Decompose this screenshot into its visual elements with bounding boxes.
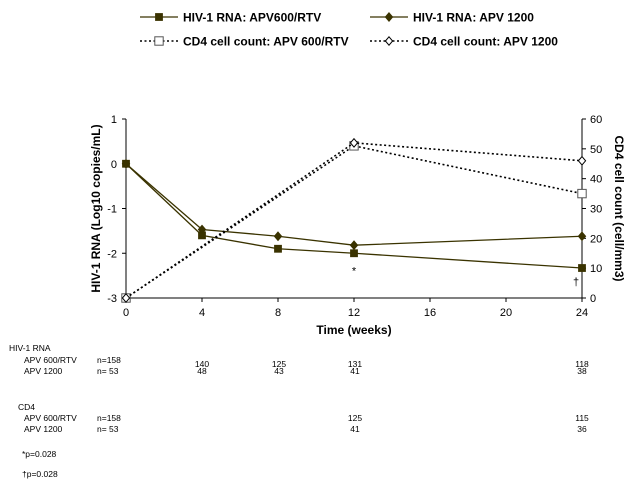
- y-right-tick-label: 30: [590, 204, 602, 216]
- series-line: [125, 163, 583, 246]
- y-left-axis-title: HIV-1 RNA (Log10 copies/mL): [89, 124, 103, 292]
- table-cell: 41: [350, 366, 360, 376]
- series-3: [121, 141, 587, 303]
- footnote: †p=0.028: [22, 469, 58, 479]
- legend-label: HIV-1 RNA: APV 1200: [413, 11, 534, 25]
- table-cell: 131: [348, 359, 362, 369]
- x-tick-label: 4: [199, 307, 205, 319]
- legend-label: CD4 cell count: APV 600/RTV: [183, 35, 349, 49]
- series-layer: *†: [121, 137, 587, 303]
- annotation-marker: †: [573, 276, 579, 288]
- x-tick-label: 0: [123, 307, 129, 319]
- row-n: n=158: [97, 355, 121, 365]
- legend-marker: [155, 13, 163, 21]
- table-header-rna: HIV-1 RNA: [9, 343, 51, 353]
- data-point: [577, 155, 587, 166]
- y-left-tick-label: -2: [107, 248, 117, 260]
- legend-label: HIV-1 RNA: APV600/RTV: [183, 11, 321, 25]
- row-label: APV 1200: [24, 424, 63, 434]
- table-cell: 38: [577, 366, 587, 376]
- y-right-axis-title: CD4 cell count (cell/mm3): [612, 135, 626, 281]
- legend-marker: [154, 36, 164, 46]
- table-cell: 125: [272, 359, 286, 369]
- table-cell: 43: [274, 366, 284, 376]
- data-point: [349, 137, 359, 148]
- annotation-marker: *: [352, 265, 357, 277]
- data-point: [273, 231, 283, 242]
- table-header-cd4: CD4: [18, 402, 35, 412]
- y-right-tick-label: 20: [590, 233, 602, 245]
- data-point: [197, 224, 207, 235]
- x-tick-label: 16: [424, 307, 436, 319]
- legend: HIV-1 RNA: APV600/RTV HIV-1 RNA: APV 1200…: [140, 11, 558, 49]
- y-right-tick-label: 10: [590, 263, 602, 275]
- legend-marker: [384, 12, 394, 22]
- footnote: *p=0.028: [22, 449, 57, 459]
- table-cell: 36: [577, 424, 587, 434]
- table-cell: 118: [575, 359, 589, 369]
- data-point: [121, 293, 131, 303]
- x-tick-label: 24: [576, 307, 588, 319]
- y-left-tick-label: -3: [107, 293, 117, 305]
- y-left-tick-label: 0: [111, 159, 117, 171]
- series-2: [121, 158, 587, 251]
- table-cell: 140: [195, 359, 209, 369]
- series-line: [125, 144, 583, 299]
- y-left-tick-label: 1: [111, 114, 117, 126]
- y-right-tick-label: 0: [590, 293, 596, 305]
- row-n: n= 53: [97, 366, 119, 376]
- table-cell: 48: [197, 366, 207, 376]
- data-point: [349, 240, 359, 251]
- series-4: [121, 137, 587, 303]
- legend-label: CD4 cell count: APV 1200: [413, 35, 558, 49]
- x-axis-title: Time (weeks): [316, 323, 391, 337]
- y-right-tick-label: 50: [590, 144, 602, 156]
- data-point: [350, 249, 358, 258]
- data-point: [274, 244, 282, 253]
- data-point: [577, 231, 587, 242]
- data-point: [577, 188, 587, 199]
- y-right-tick-label: 60: [590, 114, 602, 126]
- table-cell: 115: [575, 413, 589, 423]
- series-1: [122, 159, 586, 272]
- x-tick-label: 12: [348, 307, 360, 319]
- x-tick-label: 20: [500, 307, 512, 319]
- row-n: n= 53: [97, 424, 119, 434]
- row-label: APV 600/RTV: [24, 355, 77, 365]
- data-table: HIV-1 RNA APV 600/RTV n=158 140 125 131 118 APV…: [9, 343, 589, 479]
- table-cell: 125: [348, 413, 362, 423]
- y-left-tick-label: -1: [107, 204, 117, 216]
- x-tick-label: 8: [275, 307, 281, 319]
- legend-marker: [384, 36, 394, 46]
- data-point: [121, 158, 131, 169]
- row-label: APV 600/RTV: [24, 413, 77, 423]
- y-right-tick-label: 40: [590, 174, 602, 186]
- row-n: n=158: [97, 413, 121, 423]
- table-cell: 41: [350, 424, 360, 434]
- row-label: APV 1200: [24, 366, 63, 376]
- data-point: [578, 264, 586, 272]
